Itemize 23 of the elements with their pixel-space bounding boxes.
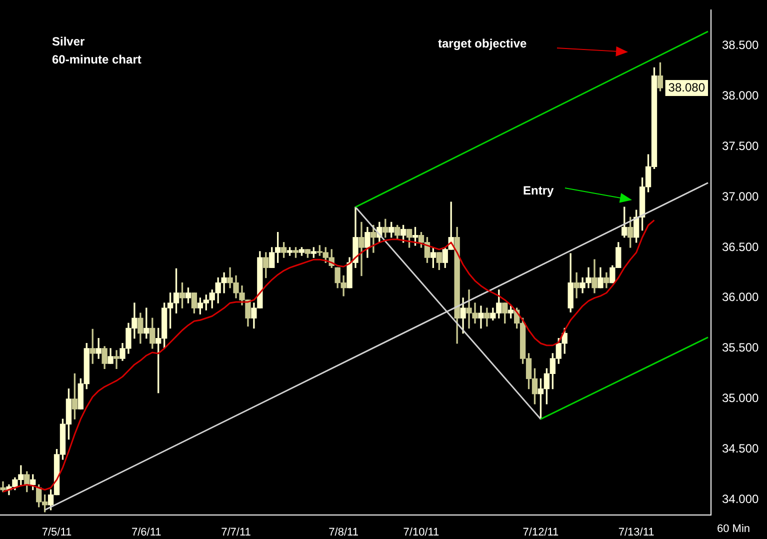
x-tick-label: 7/6/11 [132,526,162,539]
x-tick-label: 7/7/11 [221,526,251,539]
x-tick-label: 7/10/11 [403,526,440,539]
x-tick-label: 7/5/11 [42,526,72,539]
y-tick-label: 38.500 [722,38,760,52]
y-tick-label: 37.000 [722,189,760,204]
y-tick-label: 34.000 [722,492,760,506]
annotation: target objective [438,36,528,50]
annotation: 38.080 [668,80,706,94]
text: 60-minute chart [52,52,142,66]
y-tick-label: 36.500 [722,240,760,254]
annotation: Entry [523,183,554,198]
y-tick-label: 38.000 [722,88,760,102]
x-tick-label: 7/8/11 [328,526,358,539]
y-tick-label: 35.500 [722,340,760,355]
text: Silver [52,34,86,48]
y-tick-label: 35.000 [722,391,760,406]
x-tick-label: 7/13/11 [618,526,654,539]
x-tick-label: 7/12/11 [522,526,559,539]
y-tick-label: 36.000 [722,290,760,304]
y-tick-label: 37.500 [722,138,760,153]
y-tick-label: 34.500 [722,442,760,456]
text: 60 Min [717,523,750,536]
